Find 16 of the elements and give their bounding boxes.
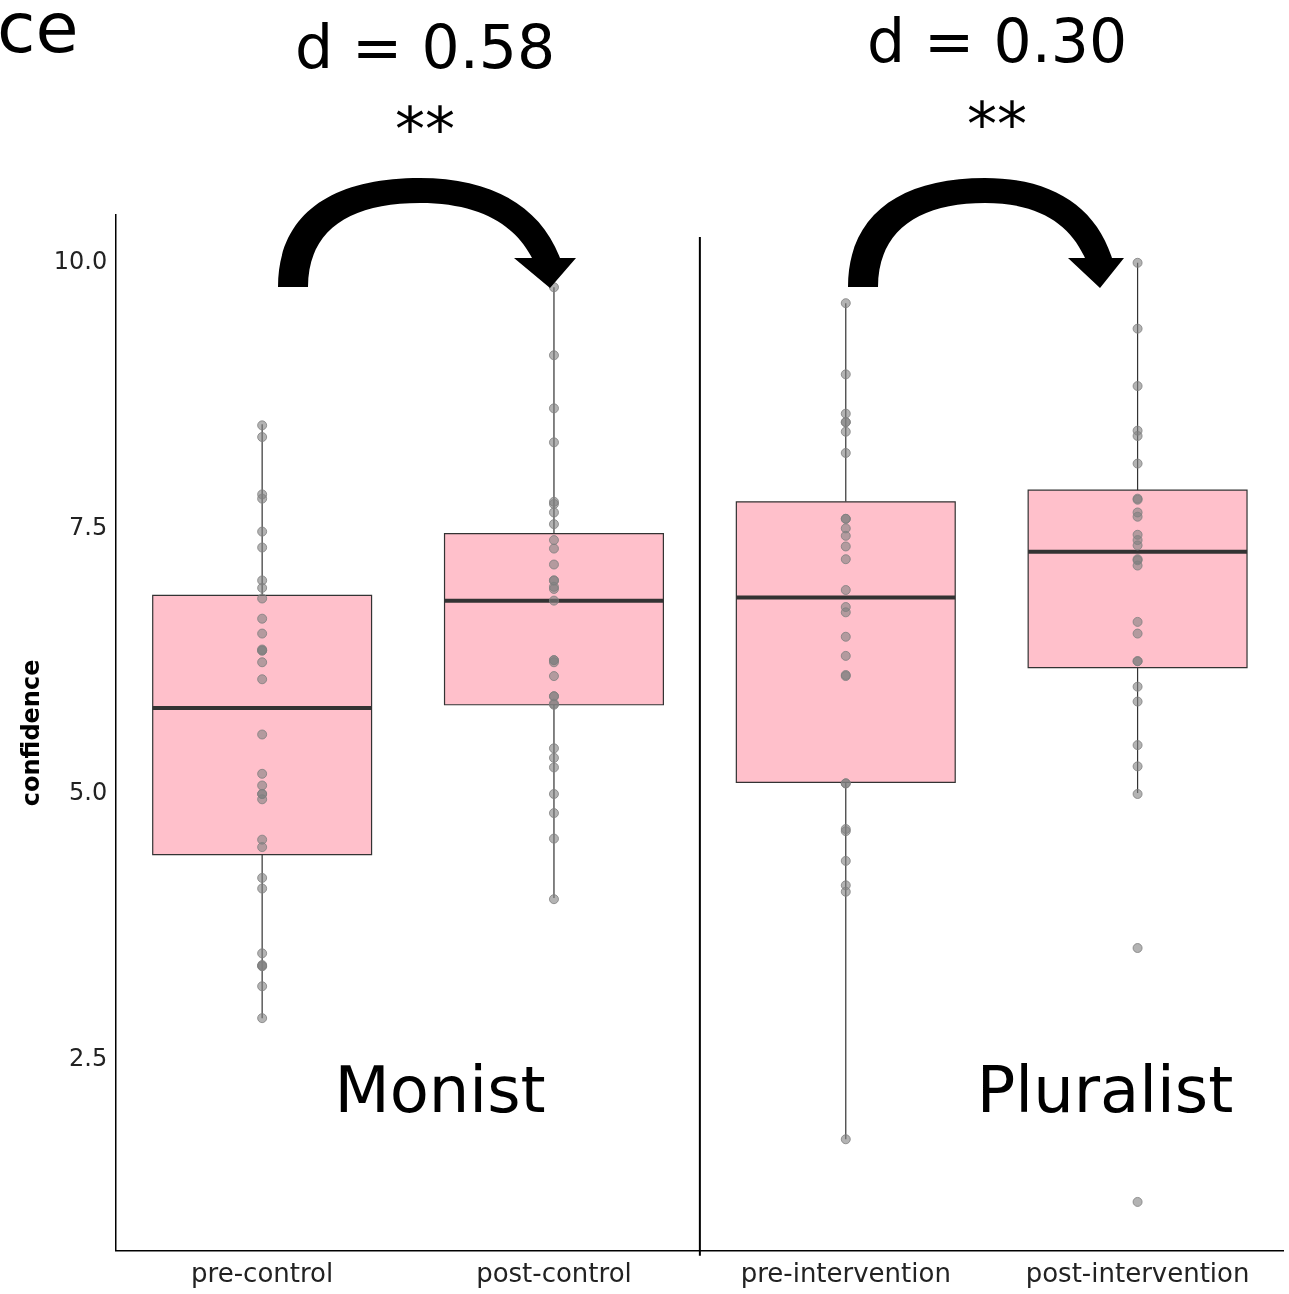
text: **	[967, 89, 1027, 159]
y-axis-title: confidence	[16, 659, 45, 807]
annotation: Pluralist	[976, 1053, 1234, 1127]
x-tick-label: pre-intervention	[740, 1258, 951, 1289]
text: d = 0.58	[294, 12, 556, 82]
x-tick-label: post-control	[476, 1258, 632, 1289]
x-tick-label: post-intervention	[1025, 1258, 1250, 1289]
y-tick-label: 10.0	[53, 247, 108, 276]
y-tick-label: 7.5	[69, 512, 108, 541]
text: ce	[0, 0, 79, 69]
y-tick-label: 2.5	[69, 1043, 108, 1072]
y-tick-label: 5.0	[69, 778, 108, 807]
text: **	[395, 94, 455, 164]
x-tick-label: pre-control	[191, 1258, 334, 1289]
text: d = 0.30	[866, 6, 1128, 76]
annotation: Monist	[334, 1053, 546, 1127]
